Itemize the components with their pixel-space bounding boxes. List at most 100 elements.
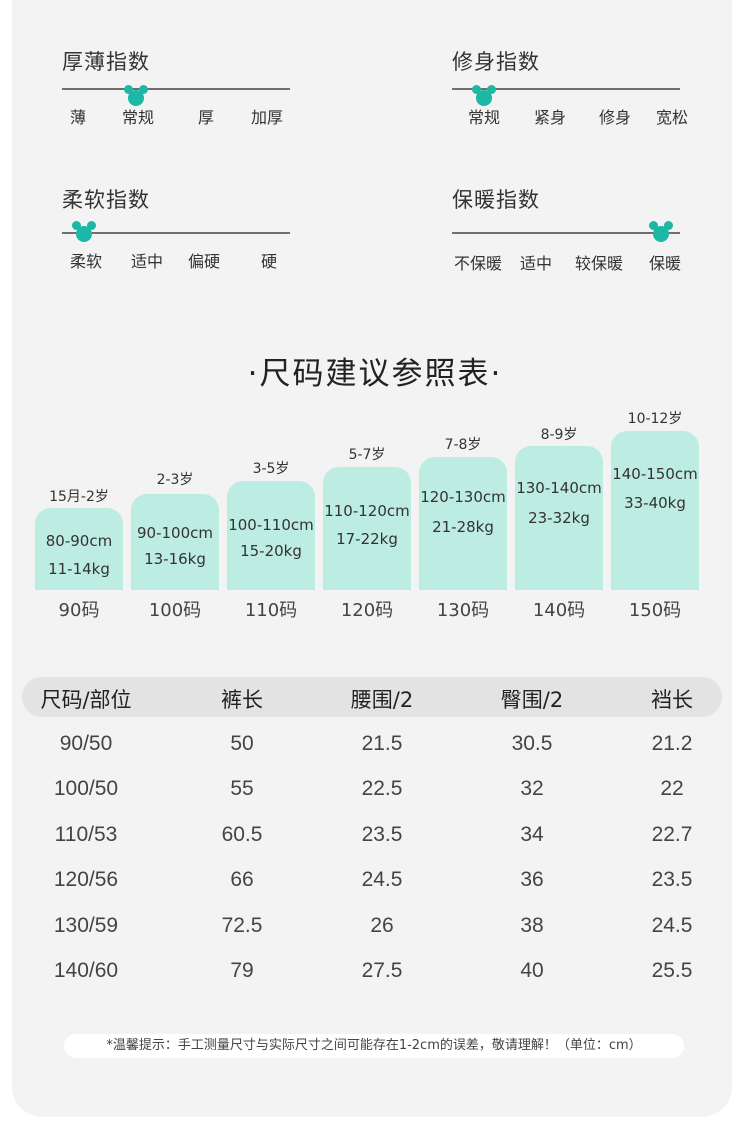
bar-size-label: 100码: [148, 600, 202, 621]
bar-age: 3-5岁: [252, 461, 290, 477]
bar-size-label: 140码: [532, 600, 586, 621]
thickness-label-thick: 厚: [197, 108, 215, 127]
thickness-label-thin: 薄: [69, 108, 87, 127]
softness-label-hard: 硬: [260, 252, 278, 271]
table-row: 120/56 66 24.5 36 23.5: [22, 868, 722, 898]
cell-rise: 23.5: [651, 868, 693, 891]
bar-weight: 21-28kg: [432, 518, 494, 536]
bar-fill: [515, 446, 603, 590]
bar-age: 7-8岁: [444, 437, 482, 453]
thickness-index-title: 厚薄指数: [62, 50, 150, 74]
cell-rise: 22: [660, 777, 684, 800]
cell-size: 120/56: [53, 868, 119, 891]
cell-waist: 23.5: [361, 823, 403, 846]
cell-pant-length: 66: [230, 868, 254, 891]
fit-indicator-icon: [472, 85, 496, 107]
softness-index-track: [62, 232, 290, 234]
cell-hip: 32: [520, 777, 544, 800]
cell-size: 100/50: [53, 777, 119, 800]
softness-label-medium: 适中: [130, 252, 164, 271]
fit-index-track: [452, 88, 680, 90]
warmth-label-warm: 保暖: [648, 254, 682, 273]
bar-height: 90-100cm: [137, 524, 213, 542]
table-row: 140/60 79 27.5 40 25.5: [22, 959, 722, 989]
header-waist: 腰围/2: [350, 688, 414, 712]
warmth-label-warmer: 较保暖: [574, 254, 624, 273]
cell-rise: 25.5: [651, 959, 693, 982]
cell-waist: 21.5: [361, 732, 403, 755]
cell-waist: 22.5: [361, 777, 403, 800]
header-pant-length: 裤长: [221, 688, 263, 712]
warmth-label-not-warm: 不保暖: [453, 254, 503, 273]
cell-size: 90/50: [59, 732, 113, 755]
cell-size: 140/60: [53, 959, 119, 982]
cell-pant-length: 72.5: [221, 914, 263, 937]
bar-fill: [323, 467, 411, 590]
bar-size-label: 110码: [244, 600, 298, 621]
cell-rise: 21.2: [651, 732, 693, 755]
cell-waist: 26: [370, 914, 394, 937]
table-row: 130/59 72.5 26 38 24.5: [22, 914, 722, 944]
bar-fill: [227, 481, 315, 590]
bar-height: 140-150cm: [612, 465, 698, 483]
warmth-index-title: 保暖指数: [452, 188, 540, 212]
size-guide-title: ·尺码建议参照表·: [247, 356, 503, 392]
cell-waist: 24.5: [361, 868, 403, 891]
bar-weight: 15-20kg: [240, 542, 302, 560]
thickness-label-regular: 常规: [121, 108, 155, 127]
fit-label-regular: 常规: [467, 108, 501, 127]
bar-weight: 13-16kg: [144, 550, 206, 568]
header-rise: 裆长: [651, 688, 693, 712]
bar-weight: 23-32kg: [528, 509, 590, 527]
measurement-table-header: 尺码/部位 裤长 腰围/2 臀围/2 裆长: [22, 677, 722, 717]
header-hip: 臀围/2: [500, 688, 564, 712]
cell-pant-length: 55: [230, 777, 254, 800]
cell-size: 130/59: [53, 914, 119, 937]
bar-height: 100-110cm: [228, 516, 314, 534]
bar-size-label: 150码: [628, 600, 682, 621]
bar-height: 130-140cm: [516, 479, 602, 497]
cell-waist: 27.5: [361, 959, 403, 982]
bar-size-label: 90码: [58, 600, 100, 621]
bar-height: 80-90cm: [45, 532, 113, 550]
cell-hip: 36: [520, 868, 544, 891]
cell-hip: 34: [520, 823, 544, 846]
softness-label-firm: 偏硬: [187, 252, 221, 271]
bar-age: 2-3岁: [156, 472, 194, 488]
fit-index-title: 修身指数: [452, 50, 540, 74]
bar-height: 110-120cm: [324, 502, 410, 520]
cell-size: 110/53: [54, 823, 118, 846]
fit-label-tight: 紧身: [533, 108, 567, 127]
bar-height: 120-130cm: [420, 488, 506, 506]
thickness-indicator-icon: [124, 85, 148, 107]
cell-rise: 22.7: [651, 823, 693, 846]
fit-label-slim: 修身: [598, 108, 632, 127]
thickness-index-track: [62, 88, 290, 90]
header-size: 尺码/部位: [40, 688, 132, 712]
bar-weight: 11-14kg: [48, 560, 110, 578]
size-bars: 15月-2岁 80-90cm 11-14kg 90码 2-3岁 90-100cm…: [0, 400, 750, 630]
bar-age: 15月-2岁: [49, 489, 109, 505]
bar-fill: [611, 431, 699, 590]
warmth-index: 保暖指数 不保暖 适中 较保暖 保暖: [452, 184, 688, 274]
bar-fill: [131, 494, 219, 590]
cell-pant-length: 79: [230, 959, 254, 982]
table-row: 90/50 50 21.5 30.5 21.2: [22, 732, 722, 762]
bar-weight: 33-40kg: [624, 494, 686, 512]
bar-size-label: 120码: [340, 600, 394, 621]
softness-indicator-icon: [72, 221, 96, 243]
bar-fill: [419, 457, 507, 590]
cell-hip: 40: [520, 959, 544, 982]
fit-label-loose: 宽松: [655, 108, 689, 127]
measurement-note: *温馨提示：手工测量尺寸与实际尺寸之间可能存在1-2cm的误差，敬请理解！（单位…: [64, 1034, 684, 1058]
bar-fill: [35, 508, 123, 590]
bar-age: 8-9岁: [540, 427, 578, 443]
thickness-index: 厚薄指数 薄 常规 厚 加厚: [62, 46, 298, 136]
bar-age: 10-12岁: [627, 411, 683, 427]
thickness-label-extra-thick: 加厚: [250, 108, 284, 127]
softness-label-soft: 柔软: [69, 252, 103, 271]
softness-index: 柔软指数 柔软 适中 偏硬 硬: [62, 184, 298, 274]
cell-hip: 30.5: [511, 732, 553, 755]
table-row: 100/50 55 22.5 32 22: [22, 777, 722, 807]
warmth-index-track: [452, 232, 680, 234]
